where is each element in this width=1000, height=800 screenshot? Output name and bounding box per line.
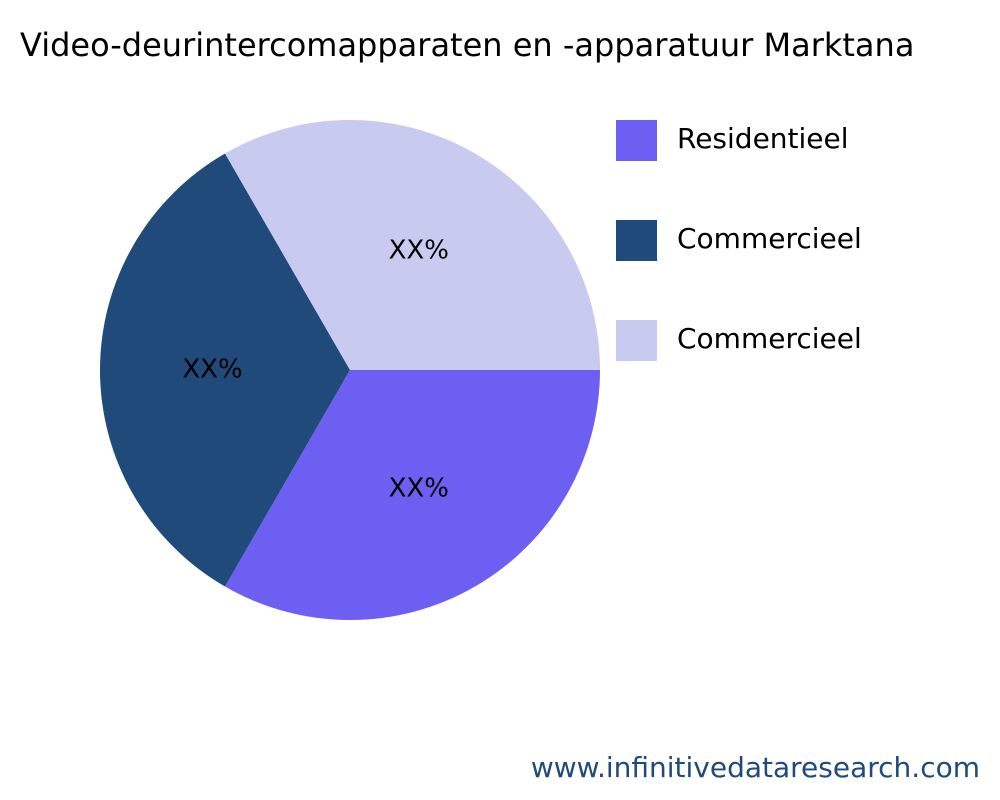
chart-title: Video-deurintercomapparaten en -apparatu… bbox=[20, 26, 914, 64]
data-label: XX% bbox=[389, 235, 449, 265]
data-label: XX% bbox=[389, 474, 449, 504]
data-label: XX% bbox=[182, 355, 242, 385]
legend-label: Commercieel bbox=[677, 322, 862, 355]
legend-swatch bbox=[616, 220, 657, 261]
pie-slice bbox=[225, 119, 600, 370]
legend-swatch bbox=[616, 320, 657, 361]
legend-label: Residentieel bbox=[677, 122, 849, 155]
watermark: www.infinitivedataresearch.com bbox=[531, 751, 980, 784]
legend-swatch bbox=[616, 120, 657, 161]
pie-slice bbox=[225, 370, 600, 620]
legend-label: Commercieel bbox=[677, 222, 862, 255]
